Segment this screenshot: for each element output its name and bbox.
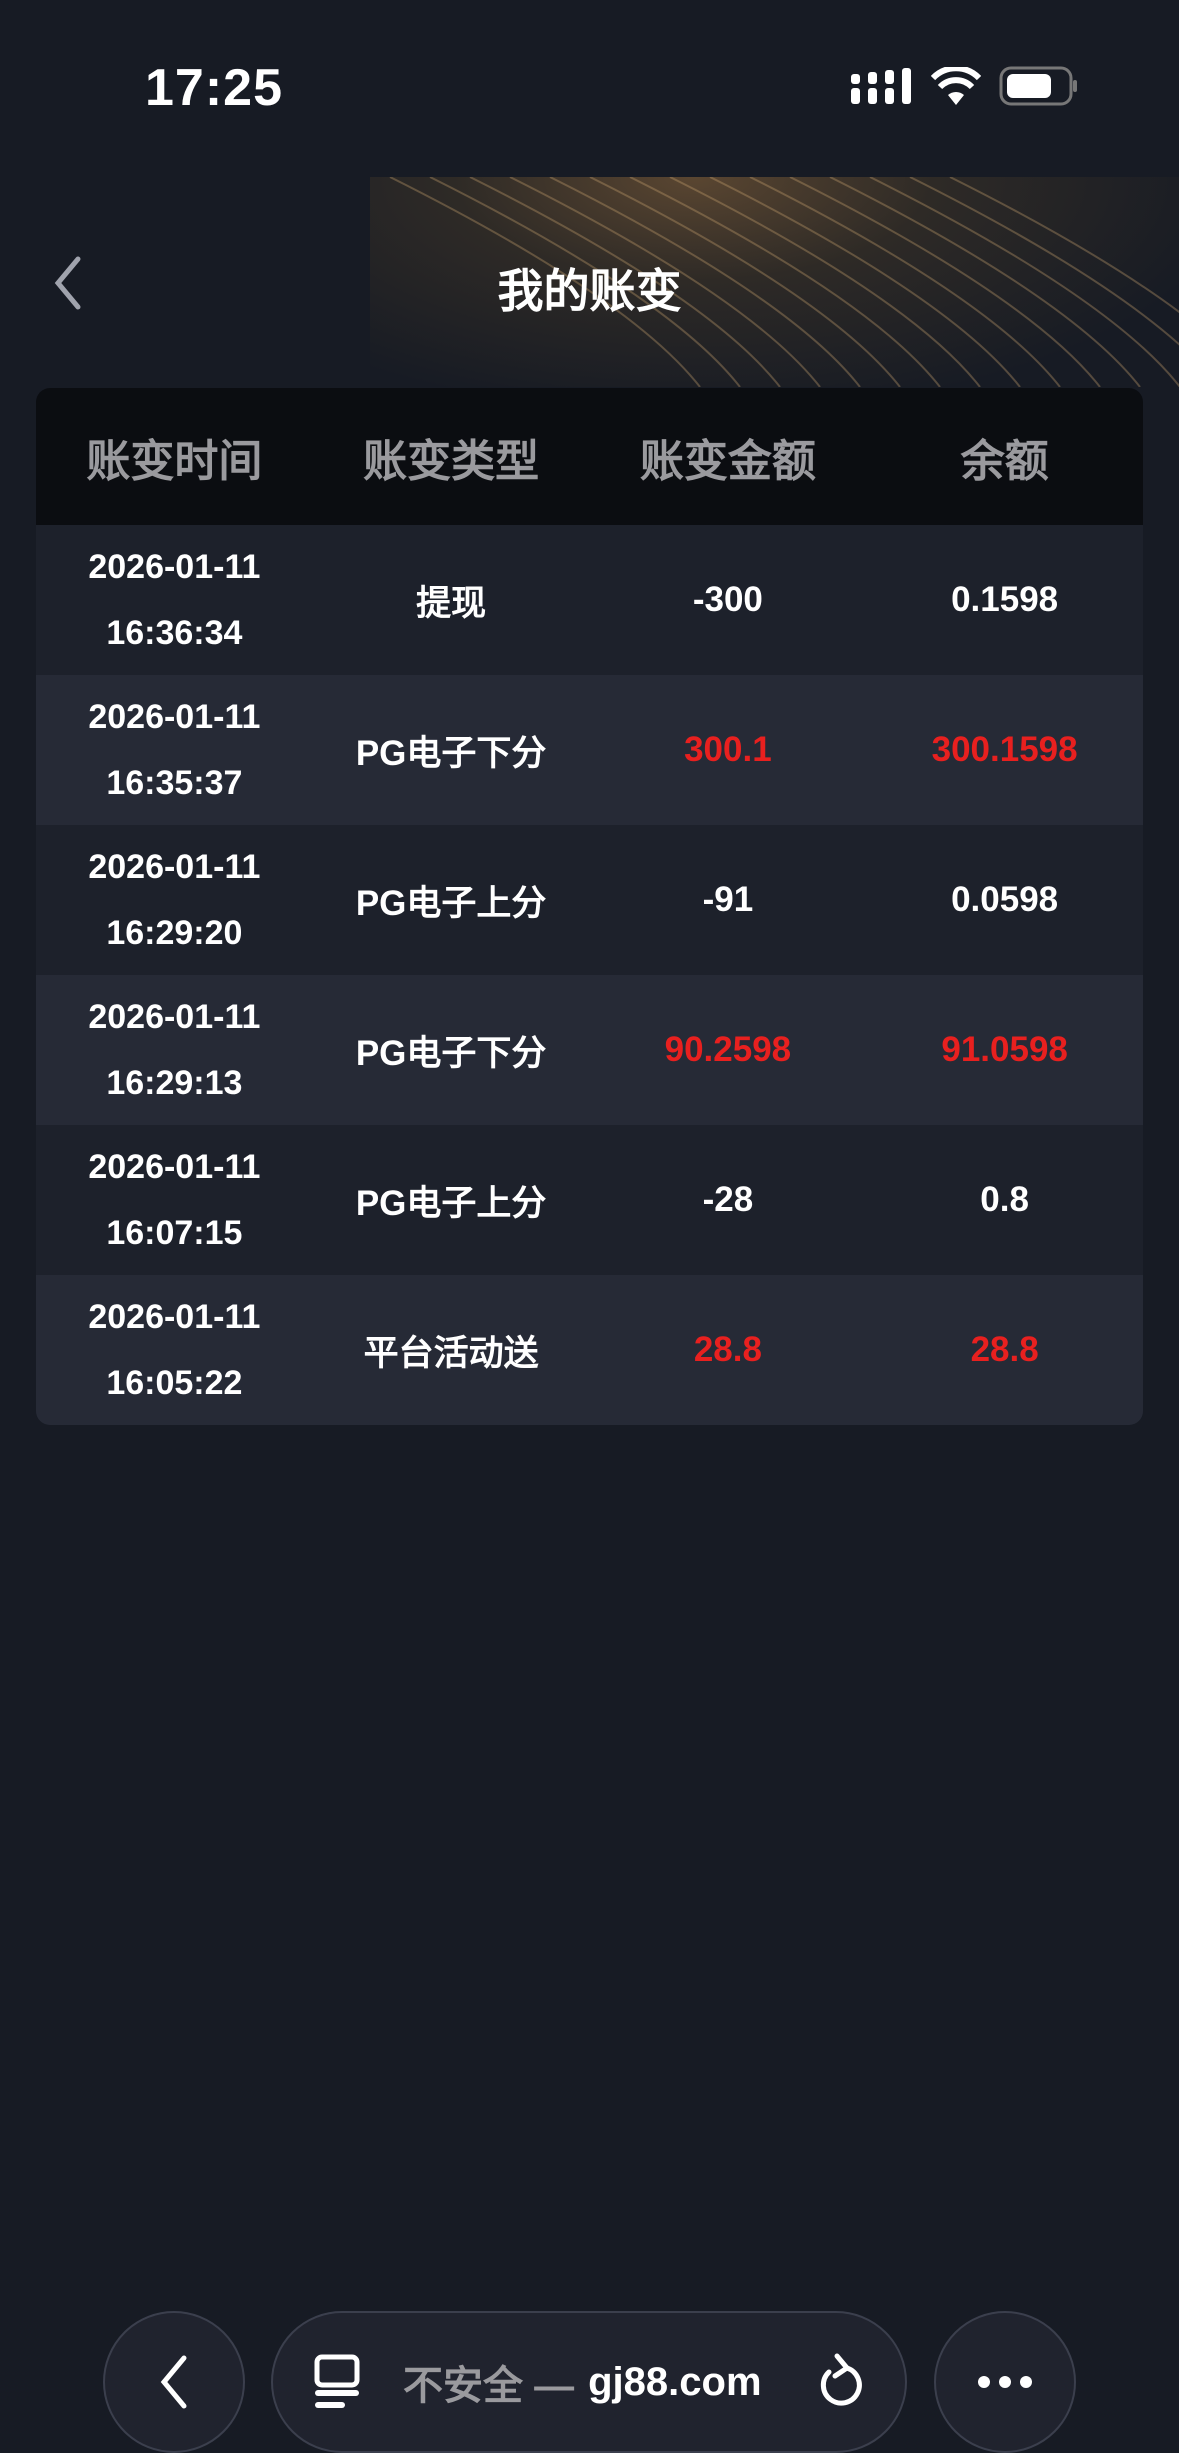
table-row: 2026-01-11 16:29:20 PG电子上分 -91 0.0598	[36, 825, 1143, 975]
cell-amount: 90.2598	[664, 1030, 792, 1069]
cell-type: 平台活动送	[363, 1333, 539, 1373]
back-chevron-icon[interactable]	[48, 255, 88, 311]
cell-time: 16:29:13	[106, 1064, 243, 1102]
cell-time: 16:35:37	[106, 764, 243, 802]
cell-time: 16:07:15	[106, 1214, 243, 1252]
cell-amount: 300.1	[684, 730, 772, 769]
table-body: 2026-01-11 16:36:34 提现 -300 0.1598 2026-01…	[36, 525, 1143, 1425]
cell-datetime: 2026-01-11 16:36:34	[36, 534, 313, 666]
wifi-icon	[931, 67, 981, 105]
page-title: 我的账变	[497, 265, 682, 317]
cell-amount: -28	[702, 1180, 754, 1219]
cell-datetime: 2026-01-11 16:29:13	[36, 984, 313, 1116]
column-header-balance: 余额	[960, 436, 1049, 486]
column-header-type: 账变类型	[363, 436, 540, 486]
cell-type: PG电子下分	[355, 1033, 547, 1073]
cell-datetime: 2026-01-11 16:29:20	[36, 834, 313, 966]
cell-type: PG电子上分	[355, 1183, 547, 1223]
table-row: 2026-01-11 16:35:37 PG电子下分 300.1 300.1598	[36, 675, 1143, 825]
cell-balance: 91.0598	[941, 1030, 1068, 1069]
cell-type: PG电子下分	[355, 733, 547, 773]
status-icons	[851, 66, 1079, 106]
table-header: 账变时间 账变类型 账变金额 余额	[36, 388, 1143, 525]
cell-amount: -91	[702, 880, 754, 919]
cell-balance: 0.1598	[951, 580, 1059, 619]
cell-balance: 0.8	[980, 1180, 1029, 1219]
battery-icon	[999, 66, 1077, 106]
cell-time: 16:36:34	[106, 614, 243, 652]
url-host: gj88.com	[588, 2359, 762, 2404]
browser-back-button[interactable]	[103, 2311, 245, 2453]
status-time: 17:25	[145, 59, 283, 117]
page-info-icon	[314, 2354, 360, 2408]
table-row: 2026-01-11 16:07:15 PG电子上分 -28 0.8	[36, 1125, 1143, 1275]
cell-type: 提现	[416, 583, 487, 623]
signal-icon	[851, 68, 911, 104]
chevron-left-icon	[160, 2355, 187, 2409]
security-label: 不安全 —	[403, 2364, 575, 2408]
cell-type: PG电子上分	[355, 883, 547, 923]
table-row: 2026-01-11 16:36:34 提现 -300 0.1598	[36, 525, 1143, 675]
address-bar[interactable]: 不安全 — gj88.com	[271, 2311, 907, 2453]
cell-amount: -300	[692, 580, 763, 619]
cell-balance: 300.1598	[931, 730, 1078, 769]
cell-date: 2026-01-11	[88, 998, 261, 1036]
more-menu-button[interactable]	[934, 2311, 1076, 2453]
column-header-time: 账变时间	[86, 436, 263, 486]
cell-datetime: 2026-01-11 16:35:37	[36, 684, 313, 816]
column-header-amount: 账变金额	[639, 436, 816, 486]
cell-time: 16:05:22	[106, 1364, 243, 1402]
cell-balance: 0.0598	[951, 880, 1059, 919]
more-dots-icon	[978, 2376, 1032, 2388]
cell-datetime: 2026-01-11 16:07:15	[36, 1134, 313, 1266]
cell-date: 2026-01-11	[88, 1298, 261, 1336]
cell-time: 16:29:20	[106, 914, 243, 952]
table-row: 2026-01-11 16:05:22 平台活动送 28.8 28.8	[36, 1275, 1143, 1425]
cell-date: 2026-01-11	[88, 848, 261, 886]
bill-table: 账变时间 账变类型 账变金额 余额 2026-01-11 16:36:34 提现 …	[36, 388, 1143, 1425]
reload-icon[interactable]	[815, 2352, 865, 2412]
cell-date: 2026-01-11	[88, 548, 261, 586]
header-banner-decoration	[370, 177, 1179, 387]
table-row: 2026-01-11 16:29:13 PG电子下分 90.2598 91.059…	[36, 975, 1143, 1125]
cell-date: 2026-01-11	[88, 1148, 261, 1186]
cell-amount: 28.8	[693, 1330, 762, 1369]
cell-date: 2026-01-11	[88, 698, 261, 736]
cell-balance: 28.8	[970, 1330, 1039, 1369]
cell-datetime: 2026-01-11 16:05:22	[36, 1284, 313, 1416]
